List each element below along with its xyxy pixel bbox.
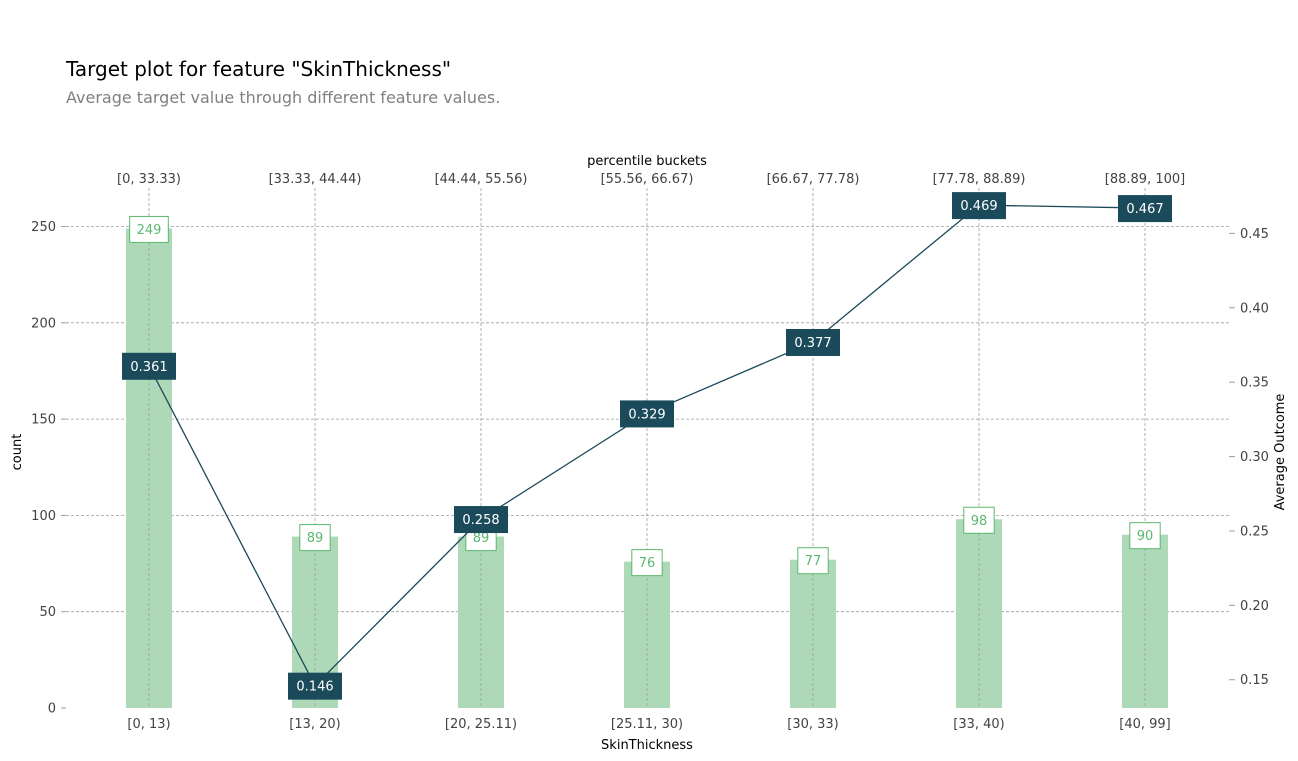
bar-value-label-text: 89 (307, 531, 324, 546)
percentile-bucket-label: [77.78, 88.89) (933, 172, 1026, 187)
y-right-tick-label: 0.15 (1240, 673, 1269, 688)
top-axis-label: percentile buckets (587, 154, 707, 169)
y-right-tick-label: 0.20 (1240, 599, 1269, 614)
chart-subtitle: Average target value through different f… (66, 88, 500, 107)
bar-value-label-text: 77 (805, 554, 822, 569)
bar-value-label-box (797, 547, 829, 575)
percentile-bucket-label: [44.44, 55.56) (435, 172, 528, 187)
line-value-label-text: 0.467 (1126, 202, 1163, 217)
line-value-label: 0.329 (620, 400, 674, 428)
bar-value-label-box (631, 549, 663, 577)
line-value-label: 0.258 (454, 506, 508, 534)
x-tick-label: [25.11, 30) (611, 717, 683, 732)
y-left-tick-label: 0 (48, 702, 56, 717)
y-left-tick-label: 50 (39, 605, 56, 620)
bar-value-label-text: 90 (1137, 529, 1154, 544)
line-value-label-box (454, 506, 508, 534)
x-axis-label: SkinThickness (601, 738, 693, 753)
percentile-bucket-label: [0, 33.33) (117, 172, 181, 187)
y-left-tick-label: 250 (31, 220, 56, 235)
count-bar (458, 536, 504, 708)
y-right-tick-label: 0.35 (1240, 376, 1269, 391)
chart-title: Target plot for feature "SkinThickness" (65, 57, 451, 81)
bar-value-label: 249 (129, 215, 169, 243)
x-tick-label: [20, 25.11) (445, 717, 517, 732)
y-left-tick-label: 200 (31, 316, 56, 331)
line-value-label-box (122, 352, 176, 380)
bar-value-label: 89 (299, 524, 331, 552)
percentile-bucket-label: [33.33, 44.44) (269, 172, 362, 187)
y-right-tick-label: 0.30 (1240, 450, 1269, 465)
line-value-label-box (786, 328, 840, 356)
line-value-label-text: 0.469 (960, 199, 997, 214)
y-left-tick-label: 100 (31, 509, 56, 524)
plot-area: 0 50 100 150 200 250 0.15 0.20 0.25 0.30 0.35 0.40 0… (31, 172, 1269, 732)
bar-value-label-box (129, 215, 169, 243)
line-value-label: 0.377 (786, 328, 840, 356)
x-tick-label: [33, 40) (953, 717, 1005, 732)
y-axis-left-label: count (10, 434, 25, 471)
y-right-tick-label: 0.45 (1240, 227, 1269, 242)
line-value-label-text: 0.146 (296, 680, 333, 695)
line-value-label-text: 0.329 (628, 407, 665, 422)
percentile-bucket-label: [88.89, 100] (1105, 172, 1185, 187)
line-value-label: 0.361 (122, 352, 176, 380)
y-right-tick-label: 0.40 (1240, 301, 1269, 316)
bar-value-label-text: 98 (971, 514, 988, 529)
bar-value-label-text: 89 (473, 531, 490, 546)
y-right-tick-label: 0.25 (1240, 524, 1269, 539)
bar-value-label-text: 249 (137, 223, 162, 238)
x-tick-label: [0, 13) (127, 717, 170, 732)
bar-value-label-box (1129, 522, 1161, 550)
line-value-label: 0.146 (288, 672, 342, 700)
line-value-label-box (952, 192, 1006, 220)
x-tick-label: [40, 99] (1119, 717, 1171, 732)
bar-value-label-text: 76 (639, 556, 656, 571)
bar-value-label: 76 (631, 549, 663, 577)
x-tick-label: [13, 20) (289, 717, 341, 732)
line-value-label: 0.469 (952, 192, 1006, 220)
bar-value-label-box (963, 506, 995, 534)
bar-value-label: 90 (1129, 522, 1161, 550)
line-value-label: 0.467 (1118, 195, 1172, 223)
x-tick-label: [30, 33) (787, 717, 839, 732)
line-value-label-box (288, 672, 342, 700)
y-left-tick-label: 150 (31, 413, 56, 428)
line-value-label-text: 0.361 (130, 360, 167, 375)
line-value-label-box (620, 400, 674, 428)
bar-value-label-box (299, 524, 331, 552)
percentile-bucket-label: [55.56, 66.67) (601, 172, 694, 187)
line-value-label-text: 0.377 (794, 336, 831, 351)
bar-value-label: 98 (963, 506, 995, 534)
y-axis-right-label: Average Outcome (1273, 394, 1288, 511)
bar-value-label: 77 (797, 547, 829, 575)
line-value-label-box (1118, 195, 1172, 223)
percentile-bucket-label: [66.67, 77.78) (767, 172, 860, 187)
line-value-label-text: 0.258 (462, 513, 499, 528)
